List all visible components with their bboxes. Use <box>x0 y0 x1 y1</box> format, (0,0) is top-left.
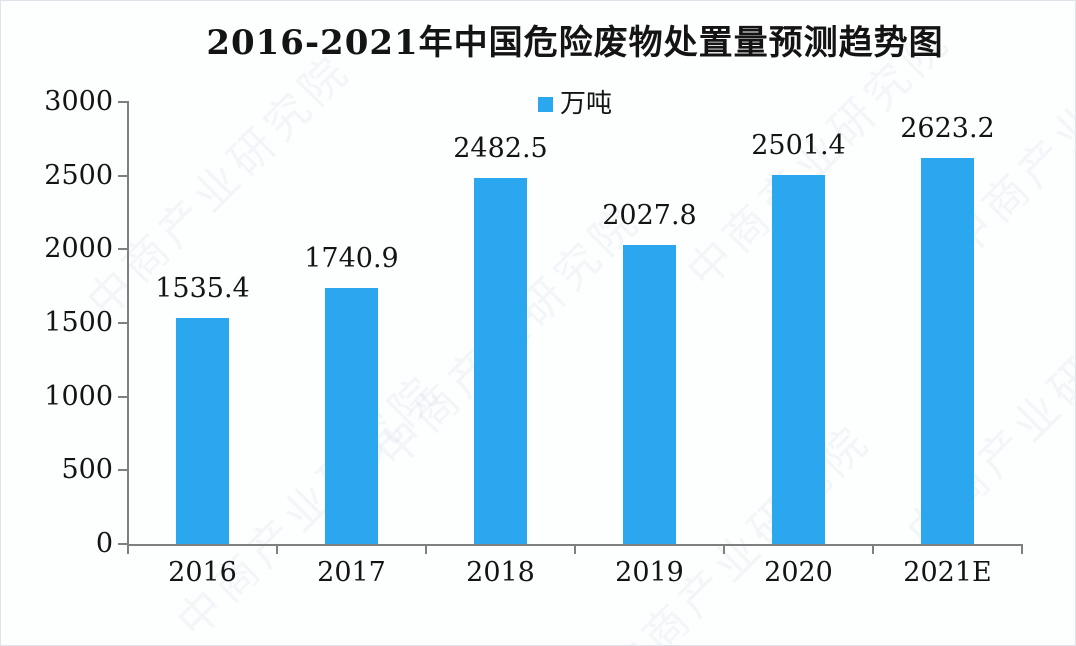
x-tick-mark <box>276 546 278 554</box>
y-tick-mark <box>118 543 127 545</box>
y-axis-label: 500 <box>61 454 113 486</box>
legend-swatch-icon <box>537 96 553 112</box>
x-axis-label: 2020 <box>764 557 833 588</box>
y-tick-mark <box>118 469 127 472</box>
y-axis-label: 3000 <box>44 86 113 117</box>
x-axis <box>127 544 1023 546</box>
bar-value-label: 2623.2 <box>900 112 995 144</box>
x-axis-label: 2021E <box>903 557 992 588</box>
bar <box>623 245 676 544</box>
y-tick-mark <box>118 248 127 251</box>
bar <box>474 178 527 544</box>
y-axis-label: 1500 <box>44 307 113 338</box>
y-tick-mark <box>118 101 127 103</box>
x-tick-mark <box>574 546 576 554</box>
bar <box>325 287 378 544</box>
bar-value-label: 1535.4 <box>155 272 250 304</box>
x-tick-mark <box>1021 546 1023 554</box>
y-tick-mark <box>118 174 127 177</box>
y-axis-label: 1000 <box>44 380 113 412</box>
bar-value-label: 2501.4 <box>751 130 846 162</box>
x-tick-mark <box>127 546 129 554</box>
x-axis-label: 2018 <box>466 557 535 588</box>
y-axis-label: 0 <box>95 528 113 559</box>
legend: 万吨 <box>128 91 1022 117</box>
x-tick-mark <box>872 546 874 554</box>
y-axis-label: 2500 <box>44 159 113 191</box>
x-axis-label: 2016 <box>168 557 237 588</box>
bar-value-label: 2027.8 <box>602 200 697 232</box>
legend-label: 万吨 <box>559 89 612 119</box>
chart-title: 2016-2021年中国危险废物处置量预测趋势图 <box>206 23 944 63</box>
y-tick-mark <box>118 395 127 398</box>
bar-value-label: 1740.9 <box>304 242 399 274</box>
y-tick-mark <box>118 322 127 324</box>
x-axis-label: 2017 <box>317 557 386 588</box>
bar <box>772 175 825 544</box>
bar <box>921 157 974 544</box>
x-tick-mark <box>723 546 725 554</box>
y-axis <box>127 101 129 546</box>
x-axis-label: 2019 <box>615 557 684 588</box>
x-tick-mark <box>425 546 427 554</box>
bar <box>176 317 229 544</box>
bar-value-label: 2482.5 <box>453 133 548 165</box>
y-axis-label: 2000 <box>44 233 113 265</box>
